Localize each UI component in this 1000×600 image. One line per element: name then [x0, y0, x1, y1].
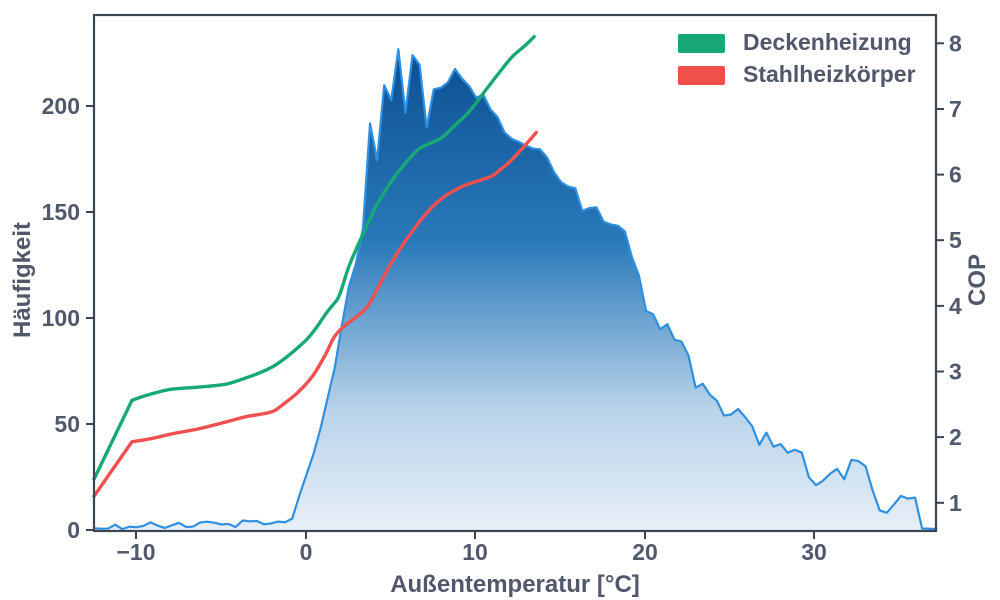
svg-text:Häufigkeit: Häufigkeit	[9, 222, 36, 338]
svg-text:10: 10	[462, 539, 488, 565]
svg-text:6: 6	[949, 162, 962, 188]
svg-text:100: 100	[42, 305, 80, 331]
svg-text:7: 7	[949, 96, 962, 122]
svg-text:8: 8	[949, 30, 962, 56]
svg-text:−10: −10	[116, 539, 155, 565]
svg-text:0: 0	[67, 517, 80, 543]
svg-text:0: 0	[300, 539, 313, 565]
svg-text:4: 4	[949, 293, 962, 319]
svg-text:3: 3	[949, 359, 962, 385]
svg-text:30: 30	[801, 539, 827, 565]
svg-text:20: 20	[632, 539, 658, 565]
svg-text:Außentemperatur [°C]: Außentemperatur [°C]	[390, 571, 640, 598]
svg-text:150: 150	[42, 199, 80, 225]
svg-text:50: 50	[54, 411, 80, 437]
svg-text:200: 200	[42, 93, 80, 119]
svg-text:2: 2	[949, 424, 962, 450]
svg-text:1: 1	[949, 490, 962, 516]
svg-text:Deckenheizung: Deckenheizung	[743, 29, 912, 55]
svg-text:Stahlheizkörper: Stahlheizkörper	[743, 61, 916, 87]
svg-text:COP: COP	[964, 254, 991, 306]
svg-text:5: 5	[949, 227, 962, 253]
